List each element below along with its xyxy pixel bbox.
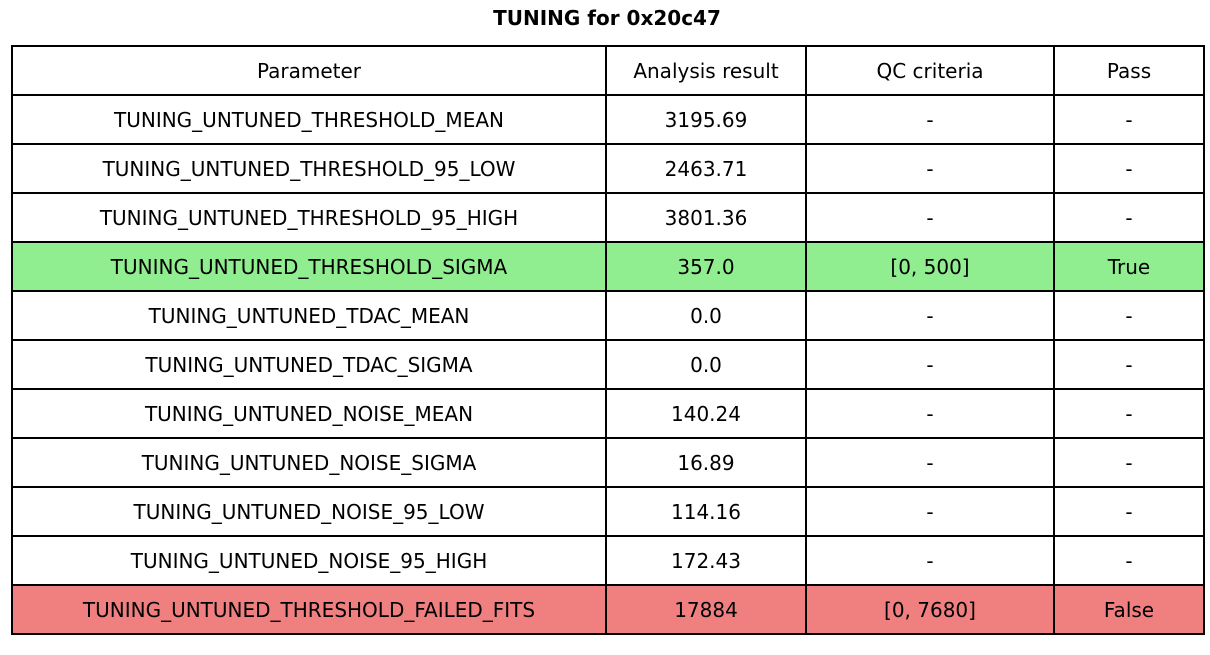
table-row: TUNING_UNTUNED_TDAC_SIGMA 0.0 - -: [11, 339, 1205, 390]
cell-pass: -: [1053, 486, 1205, 537]
cell-analysis-result: 114.16: [605, 486, 807, 537]
cell-analysis-result: 172.43: [605, 535, 807, 586]
cell-pass: True: [1053, 241, 1205, 292]
table-row: TUNING_UNTUNED_NOISE_SIGMA 16.89 - -: [11, 437, 1205, 488]
cell-parameter: TUNING_UNTUNED_TDAC_SIGMA: [11, 339, 607, 390]
cell-parameter: TUNING_UNTUNED_TDAC_MEAN: [11, 290, 607, 341]
table-row: TUNING_UNTUNED_NOISE_95_HIGH 172.43 - -: [11, 535, 1205, 586]
cell-qc-criteria: -: [805, 388, 1055, 439]
cell-qc-criteria: -: [805, 339, 1055, 390]
cell-analysis-result: 357.0: [605, 241, 807, 292]
table-body: TUNING_UNTUNED_THRESHOLD_MEAN 3195.69 - …: [11, 94, 1205, 635]
cell-analysis-result: 3801.36: [605, 192, 807, 243]
cell-pass: -: [1053, 143, 1205, 194]
cell-pass: False: [1053, 584, 1205, 635]
cell-analysis-result: 17884: [605, 584, 807, 635]
table-row: TUNING_UNTUNED_THRESHOLD_95_HIGH 3801.36…: [11, 192, 1205, 243]
cell-analysis-result: 0.0: [605, 290, 807, 341]
cell-parameter: TUNING_UNTUNED_NOISE_95_HIGH: [11, 535, 607, 586]
page-title: TUNING for 0x20c47: [493, 6, 721, 30]
cell-parameter: TUNING_UNTUNED_THRESHOLD_FAILED_FITS: [11, 584, 607, 635]
cell-pass: -: [1053, 290, 1205, 341]
cell-parameter: TUNING_UNTUNED_THRESHOLD_95_LOW: [11, 143, 607, 194]
cell-parameter: TUNING_UNTUNED_THRESHOLD_95_HIGH: [11, 192, 607, 243]
cell-analysis-result: 140.24: [605, 388, 807, 439]
col-header-parameter: Parameter: [11, 45, 607, 96]
cell-pass: -: [1053, 339, 1205, 390]
cell-qc-criteria: -: [805, 437, 1055, 488]
cell-qc-criteria: -: [805, 290, 1055, 341]
cell-parameter: TUNING_UNTUNED_THRESHOLD_SIGMA: [11, 241, 607, 292]
table-row: TUNING_UNTUNED_NOISE_MEAN 140.24 - -: [11, 388, 1205, 439]
cell-analysis-result: 3195.69: [605, 94, 807, 145]
cell-parameter: TUNING_UNTUNED_NOISE_MEAN: [11, 388, 607, 439]
col-header-pass: Pass: [1053, 45, 1205, 96]
tuning-qc-table: Parameter Analysis result QC criteria Pa…: [11, 45, 1205, 635]
cell-analysis-result: 0.0: [605, 339, 807, 390]
cell-pass: -: [1053, 94, 1205, 145]
cell-pass: -: [1053, 535, 1205, 586]
table-row: TUNING_UNTUNED_THRESHOLD_MEAN 3195.69 - …: [11, 94, 1205, 145]
cell-qc-criteria: -: [805, 94, 1055, 145]
cell-qc-criteria: -: [805, 486, 1055, 537]
cell-parameter: TUNING_UNTUNED_THRESHOLD_MEAN: [11, 94, 607, 145]
header-row: Parameter Analysis result QC criteria Pa…: [11, 45, 1205, 96]
cell-analysis-result: 16.89: [605, 437, 807, 488]
cell-qc-criteria: [0, 7680]: [805, 584, 1055, 635]
cell-analysis-result: 2463.71: [605, 143, 807, 194]
cell-parameter: TUNING_UNTUNED_NOISE_SIGMA: [11, 437, 607, 488]
cell-parameter: TUNING_UNTUNED_NOISE_95_LOW: [11, 486, 607, 537]
table-row-highlight-fail: TUNING_UNTUNED_THRESHOLD_FAILED_FITS 178…: [11, 584, 1205, 635]
table-row-highlight-pass: TUNING_UNTUNED_THRESHOLD_SIGMA 357.0 [0,…: [11, 241, 1205, 292]
table-row: TUNING_UNTUNED_THRESHOLD_95_LOW 2463.71 …: [11, 143, 1205, 194]
cell-qc-criteria: -: [805, 192, 1055, 243]
cell-pass: -: [1053, 388, 1205, 439]
col-header-qc-criteria: QC criteria: [805, 45, 1055, 96]
table-row: TUNING_UNTUNED_NOISE_95_LOW 114.16 - -: [11, 486, 1205, 537]
cell-pass: -: [1053, 437, 1205, 488]
cell-qc-criteria: [0, 500]: [805, 241, 1055, 292]
cell-pass: -: [1053, 192, 1205, 243]
cell-qc-criteria: -: [805, 535, 1055, 586]
table-row: TUNING_UNTUNED_TDAC_MEAN 0.0 - -: [11, 290, 1205, 341]
col-header-analysis-result: Analysis result: [605, 45, 807, 96]
cell-qc-criteria: -: [805, 143, 1055, 194]
